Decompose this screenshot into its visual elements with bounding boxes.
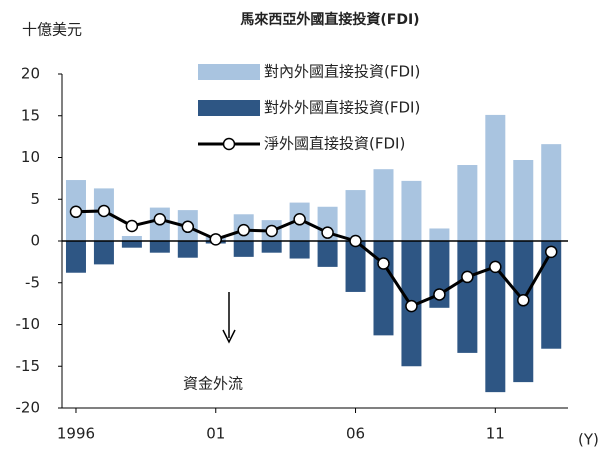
legend-label: 對內外國直接投資(FDI): [264, 63, 420, 81]
marker: [321, 226, 334, 239]
marker: [265, 224, 278, 238]
bar: [401, 180, 422, 241]
bar: [485, 241, 506, 393]
y-tick-label: -10: [16, 315, 41, 333]
bar: [121, 235, 142, 241]
marker: [69, 205, 83, 219]
legend-swatch: [198, 100, 260, 116]
bar: [317, 241, 338, 267]
marker: [517, 294, 530, 307]
bar: [345, 190, 366, 241]
y-tick-label: 10: [21, 148, 40, 166]
bar: [345, 241, 366, 292]
bar: [373, 241, 394, 336]
x-tick-label: 06: [346, 425, 365, 443]
bar: [373, 169, 394, 241]
y-axis-label: 十億美元: [22, 21, 82, 39]
marker: [153, 213, 167, 226]
y-tick-label: 15: [21, 106, 40, 124]
marker: [544, 245, 558, 259]
bar: [65, 241, 86, 273]
bar: [541, 241, 562, 349]
bar: [429, 228, 450, 241]
net-line: [75, 209, 553, 308]
bar: [289, 241, 310, 259]
bar: [261, 241, 282, 253]
bar: [541, 144, 562, 241]
marker: [97, 204, 111, 218]
x-tick-label: 01: [206, 425, 225, 443]
marker: [433, 288, 446, 301]
bar: [177, 241, 198, 258]
marker: [377, 257, 390, 270]
y-tick-label: 5: [30, 190, 40, 208]
annotation: 資金外流: [183, 375, 243, 393]
y-tick-label: -15: [16, 357, 41, 375]
y-tick-label: -5: [25, 273, 40, 291]
marker: [237, 223, 250, 237]
bar: [513, 241, 534, 383]
marker: [461, 270, 474, 284]
marker: [209, 233, 223, 246]
chart-title: 馬來西亞外國直接投資(FDI): [240, 11, 419, 28]
bar: [513, 160, 534, 241]
y-tick-label: 20: [21, 65, 40, 83]
bar: [121, 241, 142, 248]
marker: [181, 220, 195, 234]
bar: [485, 114, 506, 241]
bar: [457, 165, 478, 241]
x-tick-label: 1996: [57, 425, 95, 443]
y-tick-label: 0: [30, 232, 40, 250]
legend-label: 對外外國直接投資(FDI): [264, 99, 420, 117]
marker: [405, 299, 418, 313]
legend-marker: [222, 137, 236, 151]
marker: [349, 234, 362, 248]
legend-swatch: [198, 64, 260, 80]
x-tick-label: 11: [486, 425, 505, 443]
arrow-head: [222, 329, 236, 344]
marker: [489, 260, 502, 274]
legend-label: 淨外國直接投資(FDI): [264, 135, 405, 153]
bar: [93, 241, 114, 265]
marker: [293, 213, 306, 226]
x-axis-label: (Y): [578, 431, 599, 449]
y-tick-label: -20: [16, 399, 41, 417]
bar: [457, 241, 478, 353]
marker: [125, 219, 139, 233]
bar: [149, 241, 170, 253]
bar: [233, 241, 254, 257]
